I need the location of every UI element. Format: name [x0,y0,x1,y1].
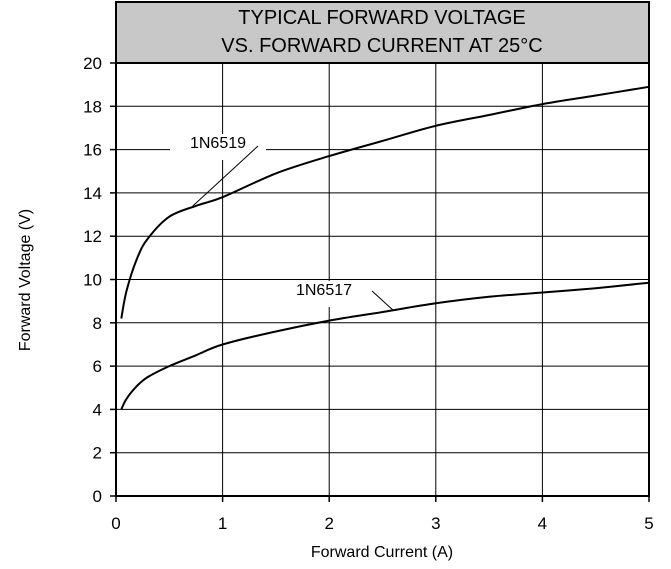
series-curves [120,85,650,410]
series-label-1n6519: 1N6519 [190,135,246,152]
title-box [115,1,650,64]
x-tick-label: 3 [431,514,440,533]
y-tick-label: 12 [83,227,102,246]
y-tick-label: 10 [83,271,102,290]
series-label-1n6517: 1N6517 [296,282,352,299]
y-tick-label: 0 [93,487,102,506]
y-tick-label: 20 [83,54,102,73]
series-line-1n6517 [120,281,650,410]
series-labels: 1N6519 1N6517 [170,134,394,311]
series-line-1n6519 [120,85,650,319]
series-label-backdrop [170,134,266,160]
series-label-leader [371,290,394,311]
x-tick-label: 5 [644,514,653,533]
y-tick-label: 6 [93,357,102,376]
series-label-backdrop [272,281,382,307]
x-tick-label: 0 [111,514,120,533]
x-tick-label: 4 [538,514,547,533]
y-tick-label: 16 [83,141,102,160]
y-tick-label: 2 [93,444,102,463]
chart-title-line-1: TYPICAL FORWARD VOLTAGE [238,7,525,29]
y-tick-label: 8 [93,314,102,333]
chart-title-line-2: VS. FORWARD CURRENT AT 25°C [221,35,542,57]
x-tick-label: 2 [324,514,333,533]
y-axis-title: Forward Voltage (V) [17,209,34,351]
plot-frame [115,62,650,497]
x-axis-title: Forward Current (A) [311,544,453,561]
y-tick-label: 4 [93,400,102,419]
y-tick-label: 14 [83,184,102,203]
y-tick-label: 18 [83,97,102,116]
x-tick-label: 1 [218,514,227,533]
series-label-leader [190,145,259,209]
